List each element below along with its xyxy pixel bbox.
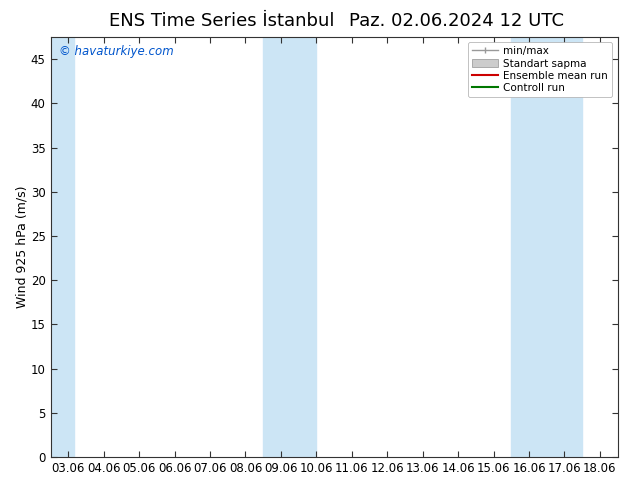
- Y-axis label: Wind 925 hPa (m/s): Wind 925 hPa (m/s): [15, 186, 28, 308]
- Text: ENS Time Series İstanbul: ENS Time Series İstanbul: [109, 12, 335, 30]
- Bar: [51, 37, 74, 457]
- Bar: [511, 37, 582, 457]
- Text: Paz. 02.06.2024 12 UTC: Paz. 02.06.2024 12 UTC: [349, 12, 564, 30]
- Text: © havaturkiye.com: © havaturkiye.com: [59, 46, 174, 58]
- Bar: [263, 37, 316, 457]
- Legend: min/max, Standart sapma, Ensemble mean run, Controll run: min/max, Standart sapma, Ensemble mean r…: [468, 42, 612, 97]
